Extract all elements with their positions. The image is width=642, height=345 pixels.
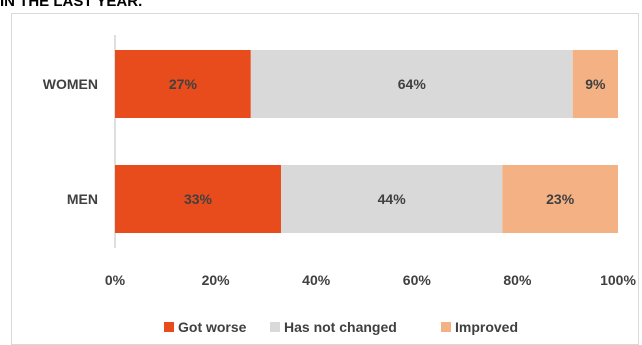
- chart-title: IN THE LAST YEAR.: [0, 0, 143, 10]
- legend-swatch-got-worse: [164, 322, 174, 332]
- data-label-men-2: 23%: [546, 191, 575, 207]
- bar-men-got-worse: [115, 165, 281, 233]
- data-label-men-0: 33%: [184, 191, 213, 207]
- x-tick-label: 0%: [105, 272, 126, 288]
- legend-label-got-worse: Got worse: [178, 319, 247, 335]
- data-label-women-0: 27%: [169, 76, 198, 92]
- x-tick-label: 40%: [302, 272, 331, 288]
- bar-women-improved: [572, 50, 618, 118]
- data-label-women-1: 64%: [398, 76, 427, 92]
- x-tick-label: 100%: [600, 272, 636, 288]
- bar-women-has-not-changed: [250, 50, 573, 118]
- legend-label-improved: Improved: [455, 319, 518, 335]
- legend-swatch-has-not-changed: [270, 322, 280, 332]
- bar-women-got-worse: [115, 50, 251, 118]
- legend-label-has-not-changed: Has not changed: [284, 319, 397, 335]
- x-tick-label: 20%: [202, 272, 231, 288]
- legend-swatch-improved: [441, 322, 451, 332]
- data-label-men-1: 44%: [378, 191, 407, 207]
- x-tick-label: 60%: [403, 272, 432, 288]
- data-label-women-2: 9%: [585, 76, 606, 92]
- category-label-men: MEN: [67, 191, 98, 207]
- category-label-women: WOMEN: [43, 76, 98, 92]
- bar-men-improved: [502, 165, 618, 233]
- x-tick-label: 80%: [503, 272, 532, 288]
- bar-men-has-not-changed: [280, 165, 503, 233]
